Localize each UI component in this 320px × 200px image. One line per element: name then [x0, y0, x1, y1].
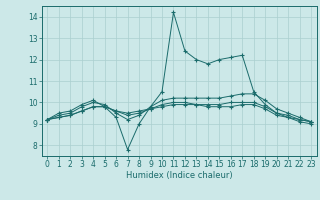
- X-axis label: Humidex (Indice chaleur): Humidex (Indice chaleur): [126, 171, 233, 180]
